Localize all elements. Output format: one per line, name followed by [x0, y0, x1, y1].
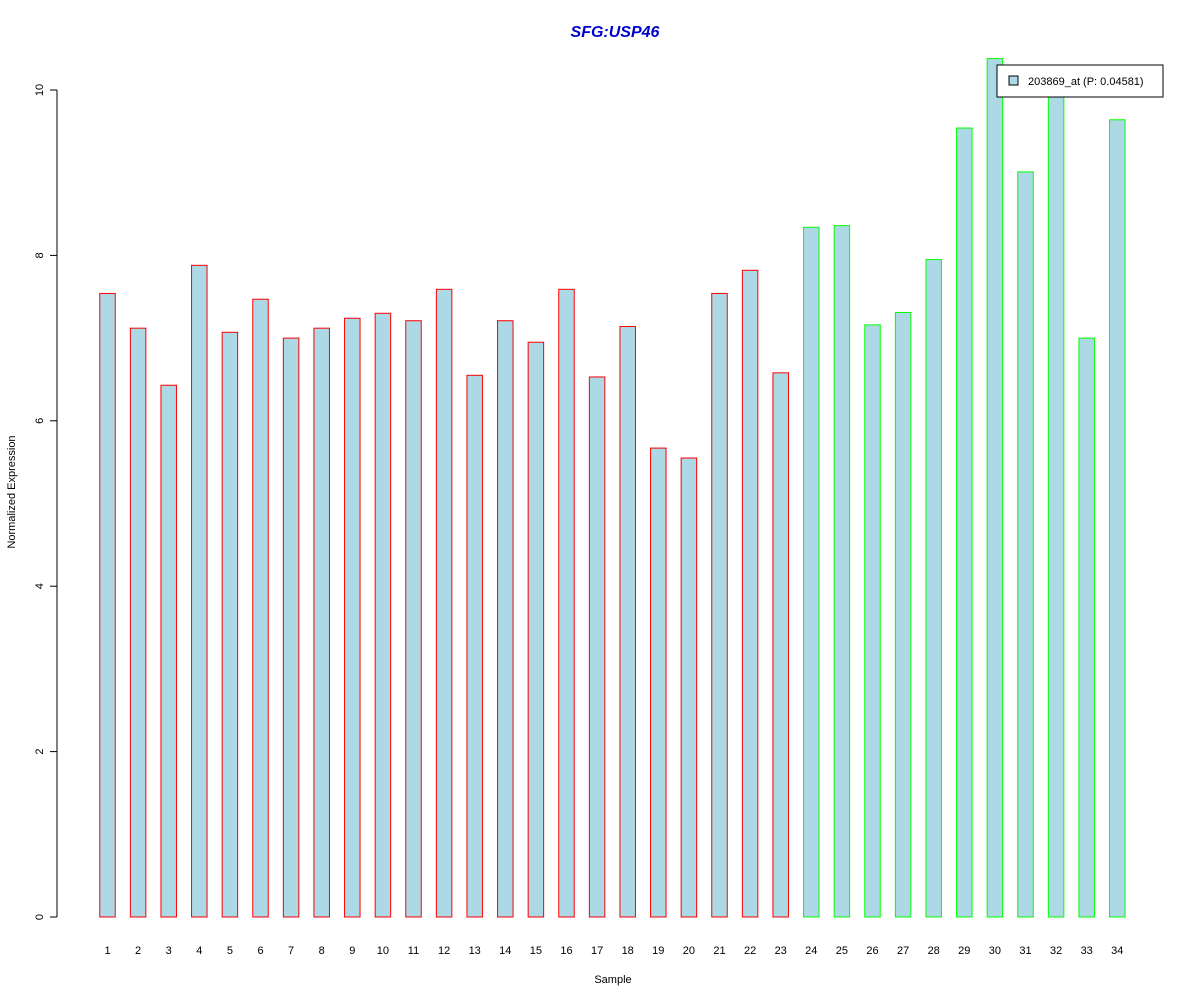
y-tick-label: 2 [34, 749, 46, 755]
x-tick-label: 26 [866, 945, 878, 957]
x-tick-label: 4 [196, 945, 202, 957]
bar [313, 327, 330, 918]
x-tick-label: 28 [928, 945, 940, 957]
x-tick-label: 11 [408, 945, 419, 957]
y-tick-label: 10 [34, 84, 46, 96]
bar [1047, 90, 1065, 918]
bar [711, 292, 728, 918]
x-tick-label: 10 [377, 945, 389, 957]
legend: 203869_at (P: 0.04581) [996, 64, 1164, 98]
bar [497, 320, 514, 918]
x-axis-label: Sample [594, 974, 631, 986]
bar [864, 324, 881, 918]
bar [680, 457, 698, 918]
x-tick-label: 20 [683, 945, 695, 957]
x-tick-label: 1 [104, 945, 110, 957]
y-tick-label: 8 [34, 252, 46, 258]
bar [772, 372, 789, 918]
x-tick-label: 31 [1019, 945, 1031, 957]
x-tick-label: 34 [1111, 945, 1123, 957]
bar [894, 311, 912, 918]
bar [833, 225, 851, 918]
x-tick-label: 19 [652, 945, 664, 957]
bar [956, 127, 973, 918]
x-tick-label: 27 [897, 945, 909, 957]
x-tick-label: 21 [713, 945, 725, 957]
bar [741, 269, 759, 918]
x-tick-label: 25 [836, 945, 848, 957]
bar [99, 292, 116, 918]
bar [650, 447, 667, 918]
x-tick-label: 5 [227, 945, 233, 957]
bar [160, 384, 177, 918]
x-tick-label: 30 [989, 945, 1001, 957]
bar [221, 331, 239, 918]
bar [344, 317, 361, 918]
x-tick-label: 2 [135, 945, 141, 957]
x-tick-labels: 1 2 3 4 5 6 7 8 9 10 11 12 13 14 15 16 17 18 19 20 21 22 23 24 2… [104, 945, 1123, 957]
x-tick-label: 17 [591, 945, 603, 957]
y-axis-label: Normalized Expression [6, 435, 18, 548]
legend-swatch [1008, 75, 1019, 86]
bar [129, 327, 147, 918]
x-tick-label: 14 [499, 945, 511, 957]
x-tick-label: 32 [1050, 945, 1062, 957]
bar [466, 374, 483, 918]
x-tick-label: 6 [257, 945, 263, 957]
y-tick-label: 0 [34, 914, 46, 920]
x-tick-label: 13 [469, 945, 481, 957]
x-tick-label: 12 [438, 945, 450, 957]
y-tick-label: 4 [34, 583, 46, 589]
x-tick-label: 22 [744, 945, 756, 957]
bar [405, 320, 422, 918]
x-tick-label: 33 [1081, 945, 1093, 957]
bar [191, 264, 208, 918]
x-tick-label: 23 [775, 945, 787, 957]
x-tick-label: 29 [958, 945, 970, 957]
bar [1017, 171, 1034, 918]
bar [435, 288, 453, 918]
bar [558, 288, 575, 918]
x-tick-label: 3 [166, 945, 172, 957]
x-tick-label: 18 [622, 945, 634, 957]
bar [374, 312, 392, 918]
x-tick-label: 9 [349, 945, 355, 957]
x-tick-label: 16 [560, 945, 572, 957]
bar [527, 341, 545, 918]
bar [619, 326, 636, 918]
bar [1109, 119, 1126, 918]
x-tick-label: 15 [530, 945, 542, 957]
bar [282, 337, 300, 918]
x-tick-label: 24 [805, 945, 817, 957]
bar [1078, 337, 1095, 918]
x-tick-label: 8 [319, 945, 325, 957]
x-tick-label: 7 [288, 945, 294, 957]
bars-group [99, 58, 1126, 918]
bar [925, 259, 942, 918]
bar [803, 226, 820, 918]
legend-label: 203869_at (P: 0.04581) [1028, 76, 1144, 88]
bar [986, 58, 1004, 918]
legend-box [996, 64, 1164, 98]
chart-title: SFG:USP46 [571, 24, 660, 41]
y-axis: 0 2 4 6 8 10 [34, 84, 58, 920]
bar [252, 298, 269, 918]
bar [588, 376, 606, 918]
y-tick-label: 6 [34, 418, 46, 424]
